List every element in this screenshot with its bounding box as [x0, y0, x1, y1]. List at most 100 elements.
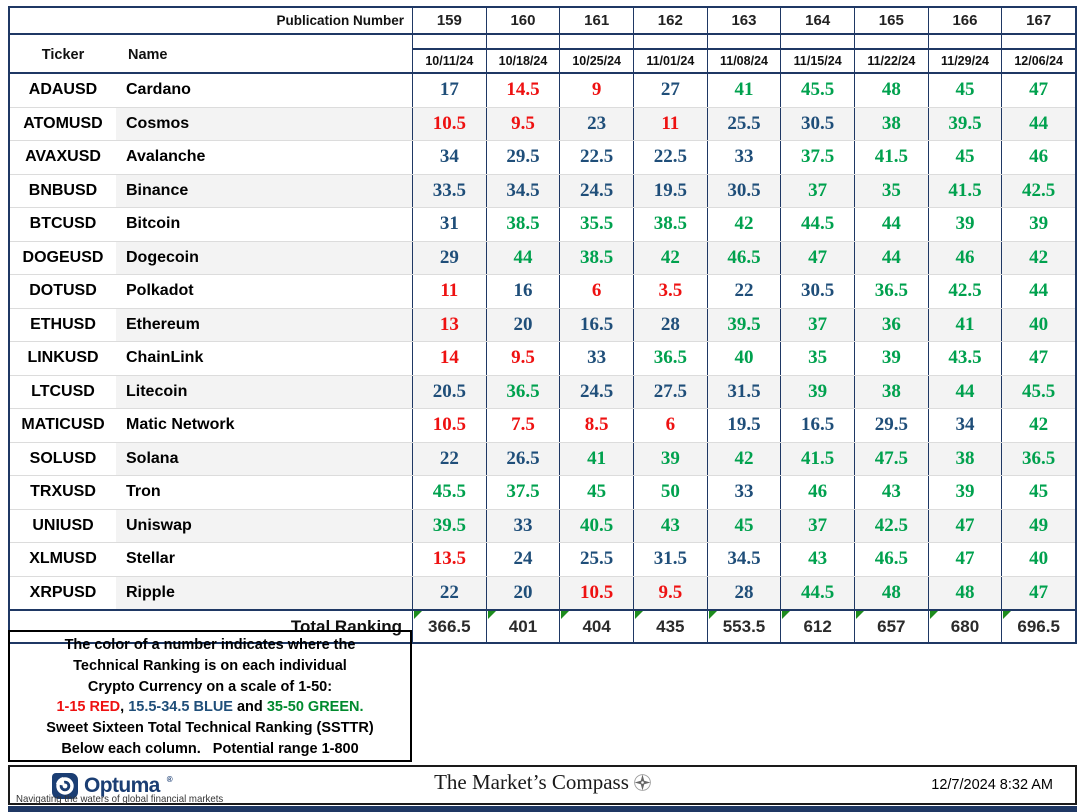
table-row: SOLUSD Solana 22 26.5 41 39 42 41.5 47.5 38 36.5 [10, 441, 1075, 475]
ranking-value: 22.5 [559, 141, 633, 174]
ranking-value: 44 [485, 241, 560, 274]
comment-marker-icon [634, 611, 643, 619]
ranking-value: 36.5 [485, 375, 560, 408]
ranking-value: 41.5 [927, 174, 1002, 207]
ranking-value: 35 [853, 174, 928, 207]
legend-color-key: 1-15 RED, 15.5-34.5 BLUE and 35-50 GREEN… [10, 697, 410, 718]
ranking-value: 47 [1001, 342, 1075, 375]
ranking-value: 31 [412, 208, 486, 241]
name-cell: Cardano [126, 81, 191, 99]
ranking-value: 39.5 [412, 509, 486, 542]
ranking-value: 39 [927, 208, 1002, 241]
legend-red-range: 1-15 RED [56, 699, 121, 716]
publication-number: 160 [485, 8, 560, 33]
legend-green-range: 35-50 GREEN. [266, 699, 364, 716]
ranking-value: 27.5 [632, 375, 707, 408]
ranking-value: 44 [853, 241, 928, 274]
ranking-value: 22.5 [632, 141, 707, 174]
table-body: ADAUSD Cardano 17 14.5 9 27 41 45.5 48 45 47 ATOMUS… [10, 74, 1075, 609]
ranking-value: 39 [1001, 208, 1075, 241]
date-header: 10/11/24 [412, 48, 486, 72]
ranking-value: 11 [632, 107, 707, 140]
ranking-value: 9.5 [485, 107, 560, 140]
publication-number: 161 [559, 8, 633, 33]
ranking-value: 37 [780, 509, 854, 542]
ranking-value: 42 [632, 241, 707, 274]
ranking-value: 41.5 [853, 141, 928, 174]
ranking-value: 41 [706, 74, 781, 107]
total-value-text: 612 [803, 616, 832, 636]
page-title: The Market’s Compass [434, 770, 629, 794]
ranking-value: 44 [927, 375, 1002, 408]
ranking-value: 27 [632, 74, 707, 107]
ranking-value: 42 [1001, 241, 1075, 274]
ranking-value: 42.5 [927, 275, 1002, 308]
ranking-value: 23 [559, 107, 633, 140]
ticker-cell: SOLUSD [29, 449, 97, 467]
ranking-value: 33.5 [412, 174, 486, 207]
ranking-value: 47 [927, 543, 1002, 576]
ranking-value: 46 [780, 476, 854, 509]
publication-number: 163 [706, 8, 781, 33]
table-row: XLMUSD Stellar 13.5 24 25.5 31.5 34.5 43 46.5 47 4… [10, 542, 1075, 576]
gap-cell [706, 35, 781, 48]
ranking-value: 39 [632, 442, 707, 475]
ranking-value: 38.5 [632, 208, 707, 241]
ranking-value: 42 [706, 442, 781, 475]
ranking-value: 44 [1001, 107, 1075, 140]
ranking-value: 33 [706, 141, 781, 174]
ranking-value: 24 [485, 543, 560, 576]
masthead-subtitle: Navigating the waters of global financia… [16, 793, 224, 805]
total-value-text: 404 [582, 616, 611, 636]
comment-marker-icon [855, 611, 864, 619]
comment-marker-icon [929, 611, 938, 619]
ranking-value: 44.5 [780, 576, 854, 609]
optuma-brand: Optuma ® [52, 773, 173, 799]
total-value-text: 366.5 [428, 616, 471, 636]
ranking-value: 34 [412, 141, 486, 174]
table-row: TRXUSD Tron 45.5 37.5 45 50 33 46 43 39 45 [10, 475, 1075, 509]
ticker-cell: DOGEUSD [22, 248, 104, 266]
ranking-value: 16 [485, 275, 560, 308]
ranking-value: 46.5 [706, 241, 781, 274]
ticker-cell: TRXUSD [30, 483, 96, 501]
ranking-value: 14 [412, 342, 486, 375]
ranking-value: 45 [706, 509, 781, 542]
name-cell: Avalanche [126, 148, 206, 166]
table-row: BNBUSD Binance 33.5 34.5 24.5 19.5 30.5 37 35 41.… [10, 173, 1075, 207]
ranking-value: 45.5 [780, 74, 854, 107]
ticker-cell: DOTUSD [29, 282, 97, 300]
ranking-value: 6 [559, 275, 633, 308]
ranking-value: 16.5 [559, 308, 633, 341]
table-row: ATOMUSD Cosmos 10.5 9.5 23 11 25.5 30.5 38 39.5 44 [10, 106, 1075, 140]
ranking-value: 48 [853, 74, 928, 107]
ranking-value: 38 [853, 375, 928, 408]
ranking-value: 33 [559, 342, 633, 375]
name-cell: Stellar [126, 550, 175, 568]
ranking-value: 25.5 [706, 107, 781, 140]
ticker-name-header-cell: Ticker Name [10, 43, 412, 67]
gap-cell [780, 35, 854, 48]
date-header: 11/08/24 [706, 48, 781, 72]
ranking-value: 11 [412, 275, 486, 308]
publication-number: 166 [927, 8, 1002, 33]
ranking-value: 46.5 [853, 543, 928, 576]
comment-marker-icon [708, 611, 717, 619]
ranking-value: 16.5 [780, 409, 854, 442]
ranking-value: 3.5 [632, 275, 707, 308]
ranking-value: 49 [1001, 509, 1075, 542]
header-gap-row [10, 35, 1075, 48]
ranking-value: 31.5 [706, 375, 781, 408]
total-ranking-row: Total Ranking 366.5 401 404 435 553.5 612 657 6… [10, 609, 1075, 642]
ranking-value: 47.5 [853, 442, 928, 475]
ranking-value: 45.5 [1001, 375, 1075, 408]
name-cell: Dogecoin [116, 241, 412, 274]
ranking-value: 22 [706, 275, 781, 308]
table-row: MATICUSD Matic Network 10.5 7.5 8.5 6 19.5 16.5… [10, 408, 1075, 442]
gap-cell [559, 35, 633, 48]
ranking-value: 30.5 [780, 275, 854, 308]
publication-number: 164 [780, 8, 854, 33]
name-cell: Ripple [116, 576, 412, 609]
ticker-cell: BNBUSD [28, 181, 98, 199]
ranking-value: 36.5 [853, 275, 928, 308]
